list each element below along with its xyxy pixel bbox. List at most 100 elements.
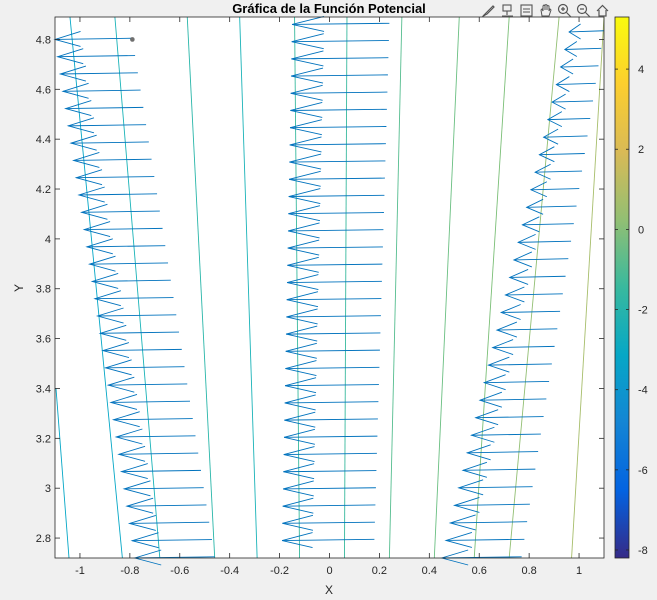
zoom-in-icon[interactable] bbox=[556, 2, 573, 19]
quiver-arrow bbox=[291, 50, 389, 67]
contour-line bbox=[571, 16, 605, 559]
quiver-arrow bbox=[80, 203, 160, 220]
quiver-arrow bbox=[56, 48, 136, 65]
x-tick-label: -0.6 bbox=[170, 565, 189, 577]
quiver-arrow bbox=[290, 84, 388, 101]
colorbar-tick-label: -6 bbox=[638, 465, 648, 477]
quiver-arrow bbox=[555, 76, 596, 92]
y-tick-label: 3.6 bbox=[36, 334, 51, 346]
contour-lines bbox=[55, 16, 605, 559]
x-tick-label: 1 bbox=[576, 565, 582, 577]
quiver-arrow bbox=[499, 304, 561, 320]
quiver-arrow bbox=[114, 428, 196, 445]
y-axis-label: Y bbox=[12, 284, 26, 292]
colorbar-tick-label: 4 bbox=[638, 64, 644, 76]
y-tick-label: 4 bbox=[45, 234, 51, 246]
quiver-arrow bbox=[281, 532, 375, 548]
quiver-arrow bbox=[98, 324, 180, 341]
quiver-arrow bbox=[286, 274, 382, 290]
quiver-arrow bbox=[559, 58, 599, 75]
zoom-box-icon[interactable] bbox=[518, 2, 535, 19]
contour-line bbox=[433, 16, 460, 559]
quiver-arrow bbox=[119, 463, 201, 480]
y-tick-label: 3.2 bbox=[36, 433, 51, 445]
quiver-arrow bbox=[58, 65, 138, 82]
quiver-arrow bbox=[288, 170, 385, 187]
pan-hand-icon[interactable] bbox=[537, 2, 554, 19]
y-tick-label: 3.4 bbox=[36, 383, 51, 395]
quiver-arrow bbox=[284, 394, 379, 411]
x-tick-label: 0.4 bbox=[422, 565, 437, 577]
x-tick-label: 0 bbox=[326, 565, 332, 577]
quiver-arrow bbox=[77, 186, 158, 203]
contour-line bbox=[186, 16, 216, 559]
quiver-arrow bbox=[87, 255, 169, 272]
x-tick-label: 0.2 bbox=[372, 565, 387, 577]
quiver-arrow bbox=[482, 374, 550, 391]
quiver-arrow bbox=[95, 307, 177, 324]
y-tick-label: 2.8 bbox=[36, 533, 51, 545]
x-tick-label: 0.6 bbox=[472, 565, 487, 577]
y-tick-label: 4.8 bbox=[36, 34, 51, 46]
contour-line bbox=[239, 16, 258, 559]
quiver-arrow bbox=[448, 514, 528, 531]
quiver-arrows bbox=[53, 16, 605, 566]
quiver-arrow bbox=[286, 308, 381, 325]
y-tick-label: 4.4 bbox=[36, 134, 51, 146]
quiver-arrow bbox=[282, 497, 376, 514]
quiver-arrow bbox=[130, 532, 212, 549]
x-tick-label: 0.8 bbox=[521, 565, 536, 577]
quiver-arrow bbox=[90, 273, 171, 289]
contour-line bbox=[388, 16, 403, 559]
x-tick-label: -1 bbox=[75, 565, 85, 577]
contour-line bbox=[508, 16, 560, 559]
colorbar-tick-label: 2 bbox=[638, 144, 644, 156]
quiver-arrow bbox=[563, 41, 602, 57]
quiver-arrow bbox=[529, 181, 580, 198]
contour-line bbox=[344, 16, 348, 559]
quiver-arrow bbox=[72, 152, 152, 168]
y-axis-ticks: 2.8 3 3.2 3.4 3.6 3.8 4 4.2 4.4 4.6 4.8 bbox=[36, 34, 604, 545]
quiver-arrow bbox=[284, 411, 378, 428]
quiver-arrow bbox=[290, 67, 388, 84]
quiver-arrow bbox=[508, 269, 566, 285]
y-tick-label: 4.2 bbox=[36, 184, 51, 196]
quiver-arrow bbox=[117, 445, 199, 462]
contour-line bbox=[114, 16, 161, 559]
quiver-arrow bbox=[61, 82, 141, 99]
quiver-arrow bbox=[474, 409, 544, 426]
quiver-arrow bbox=[478, 391, 547, 408]
quiver-arrow bbox=[457, 479, 533, 496]
quiver-arrow bbox=[106, 376, 188, 393]
colorbar-tick-label: -2 bbox=[638, 305, 648, 317]
colorbar-tick-label: -8 bbox=[638, 545, 648, 557]
quiver-arrow bbox=[542, 128, 588, 145]
quiver-arrow bbox=[285, 342, 380, 359]
quiver-arrow bbox=[504, 286, 563, 303]
quiver-arrow bbox=[289, 153, 386, 170]
data-tips-icon[interactable] bbox=[499, 2, 516, 19]
quiver-arrow bbox=[551, 93, 594, 110]
quiver-arrow bbox=[282, 480, 376, 497]
quiver-arrow bbox=[517, 233, 572, 250]
quiver-arrow bbox=[283, 463, 377, 480]
colorbar-tick-label: -4 bbox=[638, 385, 648, 397]
axes-toolbar bbox=[480, 1, 611, 19]
quiver-arrow bbox=[285, 360, 380, 376]
quiver-arrow bbox=[495, 321, 558, 338]
quiver-arrow bbox=[461, 461, 536, 478]
quiver-arrow bbox=[290, 102, 387, 118]
zoom-out-icon[interactable] bbox=[575, 2, 592, 19]
quiver-arrow bbox=[101, 342, 182, 359]
quiver-arrow bbox=[289, 119, 387, 136]
x-tick-label: -0.4 bbox=[220, 565, 239, 577]
y-tick-label: 3 bbox=[45, 483, 51, 495]
quiver-arrow bbox=[103, 359, 185, 376]
quiver-arrow bbox=[287, 256, 383, 273]
colorbar-ticks: 4 2 0 -2 -4 -6 -8 bbox=[615, 64, 648, 557]
brush-icon[interactable] bbox=[480, 2, 497, 19]
quiver-arrow bbox=[122, 480, 204, 497]
x-axis-ticks: -1 -0.8 -0.6 -0.4 -0.2 0 0.2 0.4 0.6 0.8 1 bbox=[75, 17, 582, 577]
home-icon[interactable] bbox=[594, 2, 611, 19]
quiver-arrow bbox=[465, 444, 539, 461]
